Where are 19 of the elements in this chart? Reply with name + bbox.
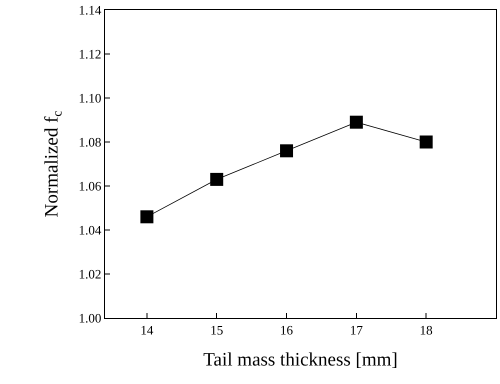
y-tick-label: 1.00 <box>78 310 102 326</box>
y-tick-label: 1.10 <box>78 90 102 106</box>
y-tick-label: 1.14 <box>78 2 102 18</box>
y-tick-label: 1.12 <box>78 46 102 62</box>
x-tick-label: 18 <box>420 322 433 338</box>
point <box>140 210 154 224</box>
x-axis-title: Tail mass thickness [mm] <box>203 349 398 370</box>
point <box>210 172 224 186</box>
y-tick-label: 1.08 <box>78 134 102 150</box>
x-tick-label: 17 <box>350 322 364 338</box>
x-tick-label: 15 <box>210 322 224 338</box>
y-tick-label: 1.04 <box>78 222 102 238</box>
x-tick-label: 16 <box>280 322 294 338</box>
point <box>350 116 363 129</box>
x-tick-label: 14 <box>140 322 154 338</box>
y-tick-label: 1.02 <box>78 266 102 282</box>
point <box>280 144 294 158</box>
point <box>420 136 433 148</box>
y-tick-label: 1.06 <box>78 178 102 194</box>
